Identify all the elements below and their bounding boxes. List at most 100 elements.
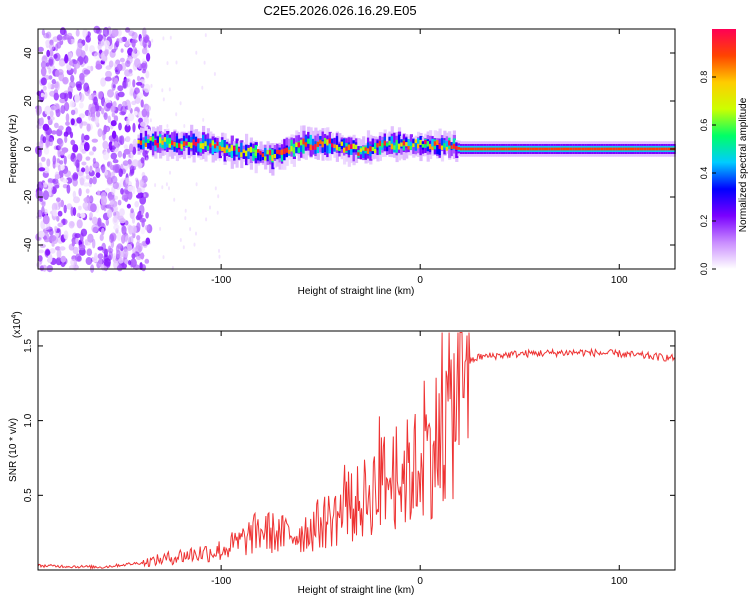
noise-cell [103,258,111,267]
noise-cell [69,81,76,89]
ridge-cell [223,147,227,154]
ridge-cell [541,147,545,151]
noise-cell [38,190,44,198]
ridge-cell [417,143,421,149]
ridge-cell [558,147,562,151]
noise-cell [37,255,43,262]
noise-cell [136,81,143,86]
noise-cell [218,248,220,253]
ridge-cell [323,139,328,153]
ridge-cell [304,142,308,147]
noise-cell [129,86,135,94]
noise-cell [111,48,117,53]
noise-cell [85,165,89,175]
ridge-cell [510,147,514,151]
ridge-cell [142,140,146,144]
noise-cell [109,233,114,243]
ridge-cell [503,147,507,151]
noise-cell [97,217,102,227]
noise-cell [41,201,46,207]
ridge-cell [171,140,175,145]
noise-cell [76,212,81,218]
noise-cell [97,189,101,196]
noise-cell [135,255,142,260]
noise-cell [86,248,93,256]
ridge-cell [481,147,485,151]
ridge-cell [417,138,421,149]
noise-cell [89,212,93,219]
noise-cell [143,193,146,198]
noise-cell [203,60,206,65]
noise-cell [72,246,79,255]
noise-cell [97,253,104,260]
colorbar: 0.0 0.2 0.4 0.6 0.8 Normalized spectral ampl… [699,29,749,275]
noise-cell [143,83,151,93]
ridge-cell [534,147,538,151]
noise-cell [146,88,149,93]
ridge-cell [323,138,328,144]
noise-cell [97,246,104,251]
ridge-cell [383,140,387,146]
ridge-cell [237,149,242,158]
noise-cell [92,146,97,152]
ridge-cell [221,147,225,152]
ridge-cell [629,147,633,151]
noise-cell [60,255,67,263]
noise-cell [127,159,132,165]
ridge-cell [137,140,141,144]
ridge-cell [440,138,445,148]
noise-cell [136,75,141,82]
ridge-cell [240,142,244,154]
ridge-cell [276,150,280,160]
ridge-cell [660,147,664,151]
noise-cell [65,121,70,126]
ridge-cell [617,147,621,151]
noise-cell [131,159,139,168]
noise-cell [66,184,71,194]
ridge-cell [407,139,411,148]
ridge-cell [218,145,222,150]
noise-cell [145,212,149,219]
ridge-cell [187,142,191,147]
noise-cell [68,52,73,59]
noise-cell [145,157,148,162]
ridge-cell [300,139,304,152]
noise-cell [127,103,132,111]
noise-cell [110,199,114,205]
ridge-cell [397,143,402,150]
noise-cell [111,130,117,139]
ridge-cell [314,144,318,150]
noise-cell [44,208,48,215]
ridge-cell [316,141,320,154]
noise-cell [56,34,63,41]
noise-cell [138,117,143,124]
spectrogram-xtick-label: 100 [611,275,628,286]
noise-cell [125,177,129,185]
ridge-cell [522,147,526,151]
ridge-cell [331,143,335,148]
noise-cell [72,144,79,153]
snr-multiplier: (x104) [11,311,23,338]
snr-panel: -100 0 100 0.5 1.0 1.5 Height of straight lin… [8,311,676,596]
noise-cell [93,96,98,106]
ridge-cell [498,147,502,151]
noise-cell [124,78,130,83]
ridge-cell [436,140,440,145]
noise-cell [59,160,64,165]
ridge-cell [242,151,246,159]
noise-cell [161,88,164,93]
ridge-cell [500,147,504,151]
noise-cell [70,109,76,116]
ridge-cell [438,143,442,149]
ridge-cell [424,140,428,145]
noise-cell [42,215,50,225]
ridge-cell [577,147,581,151]
ridge-cell [395,139,399,146]
noise-cell [55,231,59,238]
ridge-cell [476,147,480,151]
noise-cell [40,264,44,272]
noise-cell [218,254,221,259]
ridge-cell [574,147,578,151]
ridge-cell [429,143,433,150]
noise-cell [63,29,68,36]
